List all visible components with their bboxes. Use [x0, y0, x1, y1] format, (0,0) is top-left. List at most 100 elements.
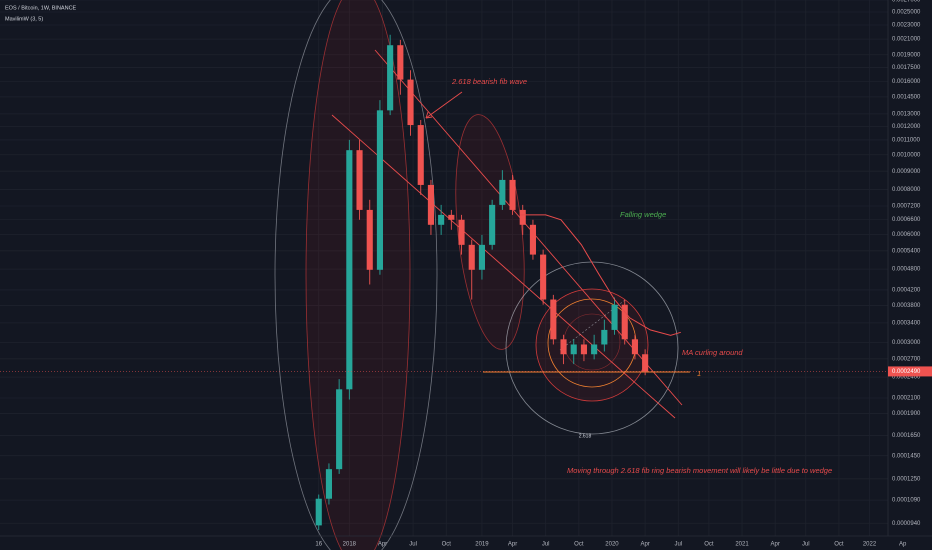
y-tick-label: 0.0000940	[892, 521, 921, 527]
arrow-head	[425, 111, 433, 119]
annotation: 2.618	[579, 433, 592, 439]
price-axis	[888, 0, 932, 536]
y-tick-label: 0.0021000	[892, 37, 921, 43]
candle-body	[489, 204, 496, 245]
y-tick-label: 0.0001090	[892, 498, 921, 504]
indicator-legend: MavilimW (3, 5)	[5, 16, 43, 22]
y-tick-label: 0.0002400	[892, 375, 921, 381]
candle-body	[580, 344, 587, 355]
trend-line	[374, 49, 683, 406]
annotation: Moving through 2.618 fib ring bearish mo…	[567, 466, 832, 475]
candle-body	[631, 339, 638, 355]
last-price-tag	[888, 366, 932, 377]
y-tick-label: 0.0016000	[892, 79, 921, 85]
y-tick-label: 0.0006000	[892, 232, 921, 238]
trend-line	[331, 114, 676, 419]
x-tick-label: Apr	[508, 542, 517, 548]
chart-title: EOS / Bitcoin, 1W, BINANCE	[5, 5, 77, 11]
ma-line	[520, 214, 681, 336]
x-tick-label: Apr	[640, 542, 649, 548]
candle-body	[529, 224, 536, 255]
candle-body	[509, 179, 516, 210]
candle-body	[570, 344, 577, 355]
y-tick-label: 0.0013000	[892, 111, 921, 117]
candle-body	[376, 110, 383, 270]
y-tick-label: 0.0003400	[892, 320, 921, 326]
candle-body	[499, 179, 506, 205]
candle-body	[601, 329, 608, 345]
x-tick-label: 2019	[475, 542, 489, 548]
annotation: MA curling around	[682, 348, 743, 357]
candle-body	[540, 254, 547, 300]
x-tick-label: Oct	[704, 542, 714, 548]
candle-body	[417, 125, 424, 185]
x-tick-label: Apr	[771, 542, 780, 548]
candle-body	[407, 79, 414, 126]
y-tick-label: 0.0002100	[892, 396, 921, 402]
candle-body	[336, 389, 343, 470]
candle-body	[315, 498, 322, 526]
y-tick-label: 0.0002700	[892, 356, 921, 362]
x-tick-label: 2021	[735, 542, 749, 548]
candle-body	[356, 150, 363, 210]
y-tick-label: 0.0014500	[892, 94, 921, 100]
y-tick-label: 0.0025000	[892, 10, 921, 16]
y-tick-label: 0.0001450	[892, 453, 921, 459]
annotation: 2.618 bearish fib wave	[451, 77, 527, 86]
annotation: 1	[697, 369, 701, 378]
y-tick-label: 0.0004800	[892, 267, 921, 273]
x-tick-label: Ap	[899, 542, 907, 548]
y-tick-label: 0.0009000	[892, 169, 921, 175]
x-tick-label: 2018	[343, 542, 357, 548]
y-tick-label: 0.0017500	[892, 65, 921, 71]
candle-body	[366, 209, 373, 270]
candle-body	[611, 304, 618, 330]
y-tick-label: 0.0027000	[892, 0, 921, 4]
candle-body	[387, 45, 394, 111]
candle-body	[458, 219, 465, 245]
candle-body	[325, 469, 333, 499]
candle-body	[478, 244, 485, 270]
y-tick-label: 0.0023000	[892, 23, 921, 29]
y-tick-label: 0.0007200	[892, 204, 921, 210]
candle-body	[438, 214, 445, 225]
candle-body	[346, 150, 353, 390]
y-tick-label: 0.0001250	[892, 476, 921, 482]
candle-body	[397, 45, 404, 80]
candle-body	[427, 184, 434, 225]
candle-body	[591, 344, 598, 355]
y-tick-label: 0.0006600	[892, 217, 921, 223]
annotation: Falling wedge	[620, 210, 666, 219]
y-tick-label: 0.0001900	[892, 411, 921, 417]
x-tick-label: Apr	[378, 542, 387, 548]
y-tick-label: 0.0011000	[892, 138, 921, 144]
candle-body	[550, 299, 557, 340]
candle-body	[642, 354, 649, 372]
fib-ellipse	[274, 0, 438, 550]
y-tick-label: 0.0019000	[892, 52, 921, 58]
x-tick-label: 2020	[605, 542, 619, 548]
grid	[0, 0, 888, 536]
candle-body	[560, 339, 567, 355]
y-tick-label: 0.0004200	[892, 288, 921, 294]
x-tick-label: 16	[315, 542, 322, 548]
arrow	[425, 91, 463, 119]
y-tick-label: 0.0003000	[892, 340, 921, 346]
x-tick-label: Jul	[409, 542, 417, 548]
y-tick-label: 0.0008000	[892, 187, 921, 193]
y-tick-label: 0.0010000	[892, 152, 921, 158]
x-tick-label: Oct	[442, 542, 452, 548]
x-tick-label: Oct	[834, 542, 844, 548]
candle-body	[621, 304, 628, 340]
candle-body	[519, 209, 526, 225]
x-tick-label: Jul	[802, 542, 810, 548]
x-tick-label: Jul	[542, 542, 550, 548]
x-tick-label: Oct	[574, 542, 584, 548]
y-tick-label: 0.0005400	[892, 248, 921, 254]
candle-body	[468, 244, 475, 270]
marks	[315, 34, 681, 530]
x-tick-label: Jul	[674, 542, 682, 548]
